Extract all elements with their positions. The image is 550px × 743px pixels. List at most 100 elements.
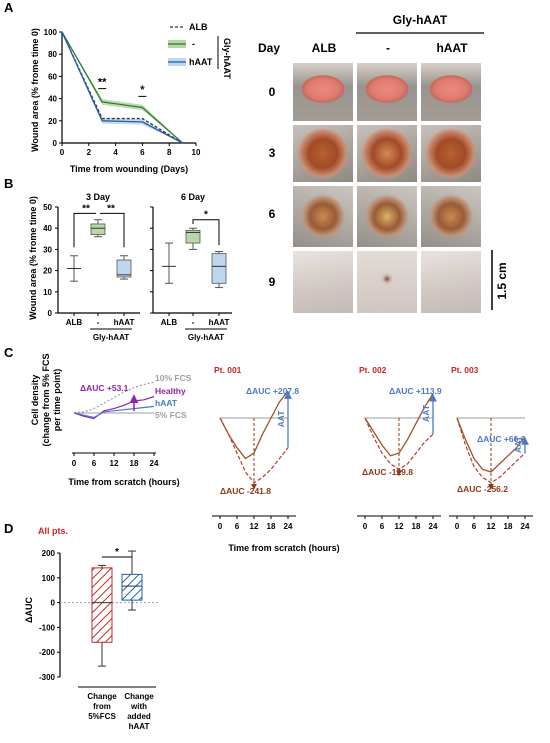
panel-a-star-day3: ** bbox=[98, 76, 107, 88]
panel-b-sig-star: * bbox=[204, 210, 208, 221]
patient-x-tick-label: 12 bbox=[395, 522, 404, 531]
patient-x-tick-label: 6 bbox=[380, 522, 385, 531]
photo-day-6: 6 bbox=[269, 207, 276, 221]
ref-healthy-label: Healthy bbox=[155, 386, 186, 396]
photo-col-minus: - bbox=[386, 41, 390, 55]
patient-x-tick-label: 12 bbox=[250, 522, 259, 531]
wound-photo-day0-col0 bbox=[292, 62, 354, 122]
patient-aat-label: AAT bbox=[276, 410, 286, 428]
panel-label-b: B bbox=[4, 176, 13, 191]
ref-series-line bbox=[73, 381, 155, 414]
panel-d-cat2-label: Change bbox=[124, 692, 154, 701]
panel-b-y-tick-label: 10 bbox=[43, 288, 52, 297]
wound-photo-day3-col2 bbox=[420, 124, 482, 183]
panel-d-y-label: ΔAUC bbox=[24, 597, 34, 623]
patient-x-tick-label: 18 bbox=[412, 522, 421, 531]
panel-b-box bbox=[211, 253, 227, 284]
panel-a-star-day6: * bbox=[140, 84, 145, 96]
ref-x-tick-label: 12 bbox=[110, 459, 119, 468]
photo-day-9: 9 bbox=[269, 275, 276, 289]
panel-a-y-tick-label: 80 bbox=[48, 50, 57, 59]
legend-minus-label: - bbox=[192, 39, 195, 49]
panel-b-box bbox=[90, 223, 106, 235]
patient-dauc-up: ΔAUC +113.9 bbox=[389, 386, 442, 396]
legend-haat-label: hAAT bbox=[189, 57, 213, 67]
panel-a-y-tick-label: 0 bbox=[53, 139, 58, 148]
wound-photo-day6-col1 bbox=[356, 185, 418, 248]
panel-a-series-line bbox=[61, 31, 184, 144]
panel-a-x-tick-label: 0 bbox=[60, 148, 65, 157]
panel-d-box bbox=[91, 567, 113, 643]
patient-x-tick-label: 24 bbox=[284, 522, 293, 531]
legend-alb-label: ALB bbox=[189, 22, 208, 32]
patient-x-tick-label: 18 bbox=[267, 522, 276, 531]
panel-b-right-title: 6 Day bbox=[181, 192, 205, 202]
panel-b-sig-bracket bbox=[73, 212, 96, 248]
patient-x-tick-label: 0 bbox=[455, 522, 460, 531]
patient-x-tick-label: 6 bbox=[472, 522, 477, 531]
legend-group-label: Gly-hAAT bbox=[222, 38, 232, 79]
photo-header: Day ALB - hAAT Gly-hAAT 0 3 6 9 1.5 cm bbox=[258, 13, 509, 310]
panel-d-cat2-label: hAAT bbox=[129, 722, 150, 731]
panel-b-y-tick-label: 50 bbox=[43, 203, 52, 212]
patient-dauc-down: ΔAUC -241.8 bbox=[220, 486, 271, 496]
panel-c-small-x-label: Time from scratch (hours) bbox=[68, 477, 179, 487]
panel-b-x-tick-label: hAAT bbox=[114, 318, 135, 327]
panel-a-x-tick-label: 8 bbox=[167, 148, 172, 157]
ref-x-tick-label: 6 bbox=[92, 459, 97, 468]
panel-b-y-tick-label: 0 bbox=[48, 309, 53, 318]
patient-dashed-series bbox=[219, 417, 289, 484]
panel-c-y-label-1: Cell density bbox=[30, 375, 40, 426]
wound-photo-day9-col0 bbox=[292, 250, 354, 314]
panel-a-x-label: Time from wounding (Days) bbox=[70, 164, 188, 174]
patient-dauc-down: ΔAUC -129.8 bbox=[362, 467, 413, 477]
ref-series-line bbox=[73, 405, 155, 419]
photo-day-label: Day bbox=[258, 41, 280, 55]
panel-d-cat1-label: 5%FCS bbox=[88, 712, 116, 721]
panel-b-x-tick-label: hAAT bbox=[209, 318, 230, 327]
panel-a-x-tick-label: 6 bbox=[140, 148, 145, 157]
photo-day-3: 3 bbox=[269, 146, 276, 160]
ref-haat-label: hAAT bbox=[155, 398, 178, 408]
scale-bar-label: 1.5 cm bbox=[495, 262, 509, 299]
ref-series-line bbox=[73, 395, 155, 420]
panel-a-x-tick-label: 2 bbox=[87, 148, 92, 157]
patient-title: Pt. 001 bbox=[214, 365, 242, 375]
panel-b-x-tick-label: - bbox=[97, 318, 100, 327]
panel-b-box bbox=[185, 229, 201, 244]
wound-photo-day3-col1 bbox=[356, 124, 418, 183]
patient-x-tick-label: 24 bbox=[429, 522, 438, 531]
panel-d-box bbox=[121, 573, 143, 601]
panel-d-y-tick-label: -200 bbox=[39, 648, 56, 657]
panel-d-cat2-label: added bbox=[127, 712, 151, 721]
patient-dauc-down: ΔAUC -256.2 bbox=[457, 484, 508, 494]
photo-col-alb: ALB bbox=[312, 41, 337, 55]
panel-b-left-title: 3 Day bbox=[86, 192, 110, 202]
panel-a-legend: ALB - hAAT Gly-hAAT bbox=[168, 22, 232, 79]
photo-group-label: Gly-hAAT bbox=[393, 13, 448, 27]
panel-a-y-label: Wound area (% frome time 0) bbox=[30, 28, 40, 152]
patient-dashed-series bbox=[456, 417, 526, 484]
panel-c-line-charts: Cell density (change from 5% FCS per tim… bbox=[30, 353, 533, 553]
panel-b-sig-star: ** bbox=[107, 203, 115, 214]
patient-title: Pt. 003 bbox=[451, 365, 479, 375]
panel-a-y-tick-label: 60 bbox=[48, 72, 57, 81]
photo-col-haat: hAAT bbox=[436, 41, 468, 55]
panel-d-sig-star: * bbox=[115, 547, 119, 558]
wound-photo-day3-col0 bbox=[292, 124, 354, 183]
photo-day-0: 0 bbox=[269, 85, 276, 99]
panel-c-y-label-2: (change from 5% FCS bbox=[41, 353, 51, 446]
panel-b-group-label: Gly-hAAT bbox=[188, 333, 224, 342]
panel-b-sig-bracket bbox=[100, 212, 125, 248]
wound-photo-day9-col2 bbox=[420, 250, 482, 314]
panel-a-band-1 bbox=[62, 32, 183, 143]
panel-a-y-tick-label: 20 bbox=[48, 117, 57, 126]
panel-b-x-tick-label: - bbox=[192, 318, 195, 327]
patient-x-tick-label: 12 bbox=[487, 522, 496, 531]
ref-dauc-label: ΔAUC +53.1 bbox=[80, 383, 129, 393]
panel-d-cat1-label: Change bbox=[87, 692, 117, 701]
panel-a-x-tick-label: 10 bbox=[192, 148, 201, 157]
patient-title: Pt. 002 bbox=[359, 365, 387, 375]
panel-b-y-label: Wound area (% frome time 0) bbox=[28, 196, 38, 320]
